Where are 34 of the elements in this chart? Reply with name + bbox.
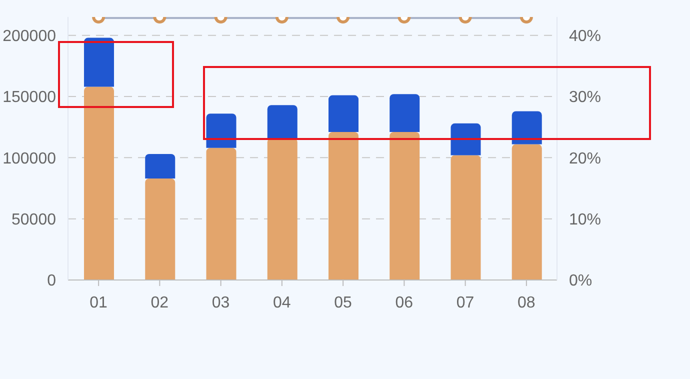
y-tick-label: 100000 <box>2 150 56 168</box>
bar <box>512 144 542 280</box>
y2-tick-label: 40% <box>569 28 602 46</box>
bar <box>328 95 358 132</box>
y2-tick-label: 10% <box>569 212 602 229</box>
y-tick-label: 50000 <box>12 212 56 229</box>
bar <box>390 94 420 132</box>
bar <box>84 38 114 87</box>
x-tick-label: 03 <box>212 294 230 312</box>
x-tick-label: 06 <box>395 294 414 312</box>
y-tick-label: 150000 <box>2 89 56 106</box>
x-tick-label: 01 <box>90 294 108 312</box>
bar <box>267 105 298 138</box>
x-tick-label: 02 <box>150 294 169 312</box>
y-tick-label: 200000 <box>2 28 56 46</box>
x-tick-label: 05 <box>334 294 352 312</box>
y2-tick-label: 20% <box>569 150 602 168</box>
x-tick-label: 04 <box>273 294 291 312</box>
bar <box>145 178 176 280</box>
x-tick-label: 08 <box>518 294 536 312</box>
bar <box>328 132 358 280</box>
bar <box>84 86 114 280</box>
bar <box>206 114 236 148</box>
y-tick-label: 0 <box>47 272 56 290</box>
bar <box>450 155 481 280</box>
bar <box>145 154 176 178</box>
y2-tick-label: 30% <box>569 89 602 106</box>
bar <box>206 148 236 280</box>
bar <box>512 111 542 144</box>
bar <box>267 138 298 280</box>
bar <box>450 123 481 156</box>
x-tick-label: 07 <box>456 294 474 312</box>
y2-tick-label: 0% <box>569 272 592 290</box>
bar <box>390 132 420 280</box>
